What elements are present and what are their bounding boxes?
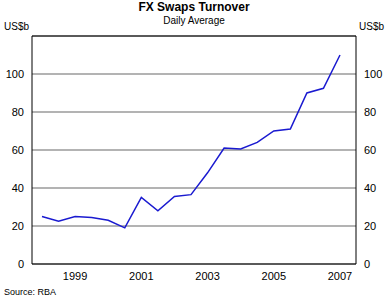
svg-text:2001: 2001 xyxy=(129,270,153,282)
html-text:Daily Average: Daily Average xyxy=(163,15,225,26)
svg-text:60: 60 xyxy=(364,144,376,156)
html-text:Source: RBA: Source: RBA xyxy=(4,287,56,297)
svg-text:60: 60 xyxy=(12,144,24,156)
svg-text:40: 40 xyxy=(364,182,376,194)
svg-text:0: 0 xyxy=(18,258,24,270)
html-text:US$b: US$b xyxy=(359,21,384,32)
svg-text:20: 20 xyxy=(12,220,24,232)
svg-text:100: 100 xyxy=(8,68,24,80)
svg-text:100: 100 xyxy=(364,68,380,80)
svg-text:2007: 2007 xyxy=(328,270,352,282)
svg-text:80: 80 xyxy=(364,106,376,118)
html-text:FX Swaps Turnover: FX Swaps Turnover xyxy=(138,0,250,14)
svg-text:0: 0 xyxy=(364,258,370,270)
svg-text:80: 80 xyxy=(12,106,24,118)
svg-text:40: 40 xyxy=(12,182,24,194)
svg-text:2005: 2005 xyxy=(262,270,286,282)
svg-text:2003: 2003 xyxy=(195,270,219,282)
svg-text:1999: 1999 xyxy=(63,270,87,282)
svg-text:20: 20 xyxy=(364,220,376,232)
html-text:US$b: US$b xyxy=(4,21,29,32)
